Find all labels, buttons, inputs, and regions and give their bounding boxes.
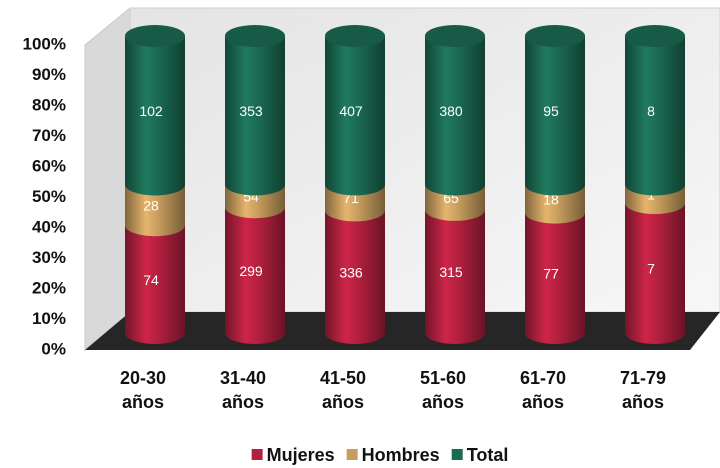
cylinder-segment: [325, 36, 385, 196]
cylinder-segment: [525, 36, 585, 196]
value-label: 95: [543, 103, 559, 119]
legend: Mujeres Hombres Total: [251, 445, 509, 465]
legend-label: Mujeres: [267, 445, 335, 465]
y-tick-label: 20%: [32, 278, 66, 297]
x-tick-label: 41-50 años: [319, 368, 367, 412]
cylinder-segment: [625, 36, 685, 196]
cylinder-top: [325, 25, 385, 47]
y-tick-label: 90%: [32, 65, 66, 84]
legend-swatch: [451, 449, 463, 460]
value-label: 7: [647, 261, 655, 277]
cylinder-top: [525, 25, 585, 47]
x-tick-label: 71-79 años: [619, 368, 667, 412]
cylinder-top: [425, 25, 485, 47]
legend-label: Hombres: [362, 445, 440, 465]
value-label: 77: [543, 266, 559, 282]
value-label: 315: [439, 264, 463, 280]
cylinder-segment: [125, 225, 185, 344]
cylinder-segment: [625, 203, 685, 344]
y-tick-label: 50%: [32, 187, 66, 206]
y-tick-label: 30%: [32, 248, 66, 267]
y-tick-label: 10%: [32, 309, 66, 328]
cylinder-top: [625, 25, 685, 47]
value-label: 74: [143, 272, 159, 288]
cylinder-segment: [225, 36, 285, 196]
cylinder-top: [225, 25, 285, 47]
cylinder-segment: [425, 209, 485, 344]
cylinder-segment: [425, 36, 485, 196]
value-label: 353: [239, 103, 263, 119]
value-label: 336: [339, 264, 363, 280]
value-label: 8: [647, 103, 655, 119]
cylinder-segment: [325, 210, 385, 344]
legend-swatch: [251, 449, 263, 460]
legend-swatch: [346, 449, 358, 460]
cylinder-segment: [225, 207, 285, 344]
x-tick-label: 51-60 años: [419, 368, 467, 412]
y-tick-label: 0%: [41, 339, 66, 358]
cylinder-segment: [525, 184, 585, 224]
value-label: 407: [339, 103, 363, 119]
x-tick-label: 31-40 años: [219, 368, 267, 412]
x-tick-label: 61-70 años: [519, 368, 567, 412]
y-tick-label: 70%: [32, 126, 66, 145]
cylinder-segment: [125, 36, 185, 196]
y-tick-label: 80%: [32, 95, 66, 114]
legend-label: Total: [467, 445, 509, 465]
cylinder-top: [125, 25, 185, 47]
cylinder-segment: [525, 212, 585, 344]
y-tick-label: 40%: [32, 217, 66, 236]
value-label: 102: [139, 103, 163, 119]
y-tick-label: 60%: [32, 156, 66, 175]
y-tick-label: 100%: [23, 34, 66, 53]
value-label: 380: [439, 103, 463, 119]
x-tick-label: 20-30 años: [119, 368, 167, 412]
value-label: 28: [143, 198, 159, 214]
side-wall: [84, 6, 131, 352]
cylinder-segment: [125, 184, 185, 237]
value-label: 299: [239, 263, 263, 279]
